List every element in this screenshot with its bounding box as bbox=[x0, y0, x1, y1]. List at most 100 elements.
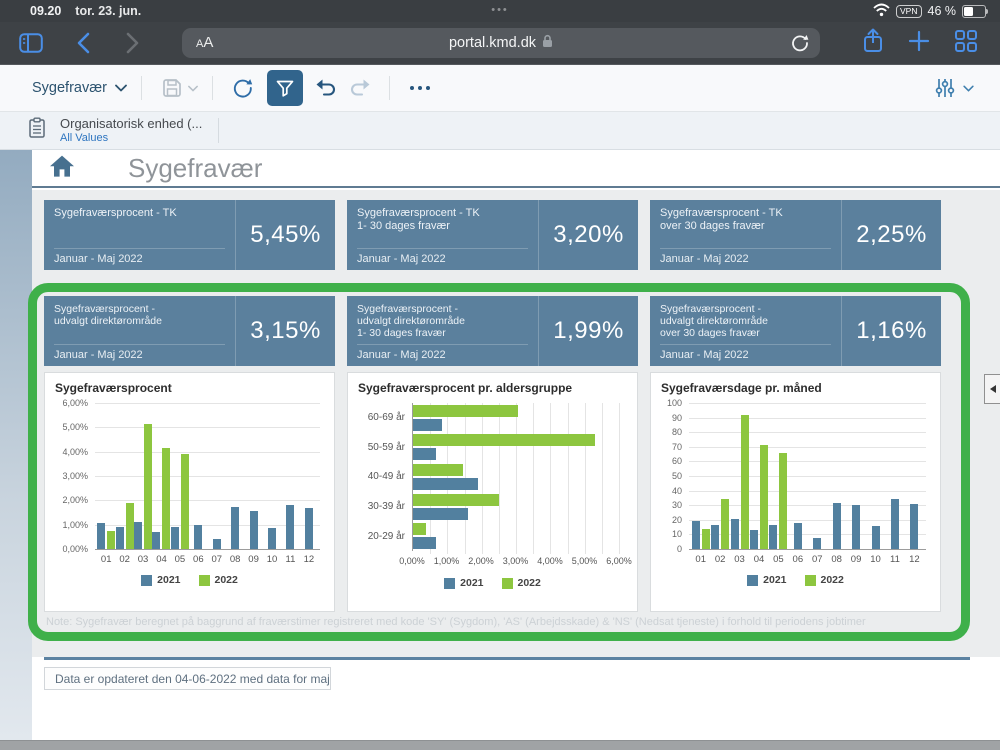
bar-2022[interactable] bbox=[701, 529, 710, 549]
gridline bbox=[689, 490, 926, 492]
legend-item-2021[interactable]: 2021 bbox=[141, 574, 181, 586]
bar-2022[interactable] bbox=[740, 414, 749, 549]
bar-2021[interactable] bbox=[910, 503, 919, 549]
refresh-icon bbox=[233, 79, 253, 98]
filter-org-enhed[interactable]: Organisatorisk enhed (... All Values bbox=[60, 116, 202, 145]
bar-2021[interactable] bbox=[231, 507, 240, 549]
bar-2022[interactable] bbox=[759, 444, 768, 549]
bar-2021[interactable] bbox=[413, 477, 479, 490]
bar-2022[interactable] bbox=[779, 452, 788, 549]
reader-aa-button[interactable]: AA bbox=[196, 34, 214, 51]
reload-button[interactable] bbox=[790, 33, 810, 53]
lock-icon bbox=[542, 34, 553, 52]
bar-2021[interactable] bbox=[871, 525, 880, 549]
bar-2021[interactable] bbox=[194, 524, 203, 549]
legend-item-2022[interactable]: 2022 bbox=[804, 574, 844, 586]
bar-2021[interactable] bbox=[413, 418, 443, 431]
bar-2022[interactable] bbox=[162, 448, 171, 549]
share-button[interactable] bbox=[862, 28, 884, 59]
bar-2021[interactable] bbox=[268, 528, 276, 549]
new-tab-button[interactable] bbox=[908, 30, 930, 57]
kpi-card[interactable]: Sygefraværsprocent - TK Januar - Maj 2022… bbox=[44, 200, 335, 270]
overflow-button[interactable] bbox=[409, 86, 430, 90]
gridline bbox=[95, 427, 320, 429]
legend-item-2022[interactable]: 2022 bbox=[501, 577, 541, 589]
bar-2021[interactable] bbox=[793, 522, 802, 549]
bar-2021[interactable] bbox=[97, 523, 106, 549]
bar-2021[interactable] bbox=[134, 521, 143, 549]
bar-2022[interactable] bbox=[413, 493, 499, 506]
save-button[interactable] bbox=[156, 72, 188, 104]
x-tick-label: 05 bbox=[773, 554, 784, 565]
kpi-title: Sygefraværsprocent - TK over 30 dages fr… bbox=[660, 207, 783, 232]
page-title-band: Sygefravær bbox=[32, 150, 1000, 188]
bar-2021[interactable] bbox=[852, 505, 861, 549]
legend-swatch-icon bbox=[747, 574, 759, 586]
panel-collapse-handle[interactable] bbox=[984, 374, 1000, 404]
bar-2021[interactable] bbox=[115, 526, 124, 549]
bar-2022[interactable] bbox=[413, 523, 427, 536]
bar-2021[interactable] bbox=[749, 530, 758, 549]
legend-item-2021[interactable]: 2021 bbox=[747, 574, 787, 586]
bar-2021[interactable] bbox=[286, 504, 295, 549]
bar-group bbox=[281, 403, 299, 549]
bar-2021[interactable] bbox=[769, 524, 778, 549]
bar-group bbox=[226, 403, 244, 549]
home-icon[interactable] bbox=[48, 154, 76, 183]
footnote: Note: Sygefravær beregnet på baggrund af… bbox=[46, 616, 866, 628]
view-settings-button[interactable] bbox=[935, 78, 974, 98]
bar-2021[interactable] bbox=[152, 531, 161, 549]
app-menu-dropdown[interactable]: Sygefravær bbox=[32, 80, 127, 96]
bar-2021[interactable] bbox=[730, 519, 739, 549]
bar-2021[interactable] bbox=[413, 448, 437, 461]
kpi-card-labels: Sygefraværsprocent - TK 1- 30 dages frav… bbox=[347, 200, 540, 270]
bar-2022[interactable] bbox=[144, 423, 153, 549]
y-tick-label: 60 bbox=[671, 456, 682, 467]
bar-2021[interactable] bbox=[170, 526, 179, 549]
bar-2021[interactable] bbox=[691, 520, 700, 549]
refresh-button[interactable] bbox=[227, 72, 259, 104]
kpi-period: Januar - Maj 2022 bbox=[54, 248, 226, 265]
kpi-card[interactable]: Sygefraværsprocent - udvalgt direktøromr… bbox=[347, 296, 638, 366]
bar-2022[interactable] bbox=[413, 463, 463, 476]
filter-button[interactable] bbox=[266, 70, 303, 106]
bar-2021[interactable] bbox=[832, 503, 841, 549]
bar-2022[interactable] bbox=[413, 404, 518, 417]
bar-2021[interactable] bbox=[413, 507, 468, 520]
gridline bbox=[619, 403, 620, 554]
bar-group bbox=[413, 463, 619, 490]
sidebar-toggle-button[interactable] bbox=[14, 26, 48, 60]
bar-2021[interactable] bbox=[304, 507, 313, 549]
legend-item-2022[interactable]: 2022 bbox=[198, 574, 238, 586]
bar-group bbox=[115, 403, 134, 549]
bar-2022[interactable] bbox=[413, 434, 595, 447]
kpi-card[interactable]: Sygefraværsprocent - udvalgt direktøromr… bbox=[44, 296, 335, 366]
bar-2021[interactable] bbox=[813, 538, 822, 549]
kpi-card[interactable]: Sygefraværsprocent - TK 1- 30 dages frav… bbox=[347, 200, 638, 270]
kpi-card[interactable]: Sygefraværsprocent - TK over 30 dages fr… bbox=[650, 200, 941, 270]
x-axis-labels: 01 02 03 04 05 06 07 08 09 10 11 12 bbox=[689, 550, 926, 565]
forward-button[interactable] bbox=[116, 26, 150, 60]
tab-overview-button[interactable] bbox=[954, 29, 978, 58]
bar-2022[interactable] bbox=[721, 499, 730, 549]
chevron-down-icon bbox=[963, 85, 974, 92]
back-button[interactable] bbox=[66, 26, 100, 60]
bar-2021[interactable] bbox=[711, 524, 720, 549]
save-chevron-icon[interactable] bbox=[188, 85, 198, 92]
bar-2022[interactable] bbox=[107, 530, 116, 549]
bar-2022[interactable] bbox=[125, 502, 134, 549]
kpi-period: Januar - Maj 2022 bbox=[660, 248, 832, 265]
bar-2022[interactable] bbox=[180, 454, 189, 549]
bar-2021[interactable] bbox=[413, 537, 437, 550]
bar-group bbox=[788, 403, 807, 549]
bar-2021[interactable] bbox=[212, 538, 221, 549]
legend-item-2021[interactable]: 2021 bbox=[444, 577, 484, 589]
bar-2021[interactable] bbox=[249, 510, 258, 549]
redo-button[interactable] bbox=[343, 72, 375, 104]
undo-button[interactable] bbox=[311, 72, 343, 104]
bar-2021[interactable] bbox=[890, 498, 899, 549]
address-bar[interactable]: AA portal.kmd.dk bbox=[182, 28, 820, 58]
kpi-card[interactable]: Sygefraværsprocent - udvalgt direktøromr… bbox=[650, 296, 941, 366]
y-tick-label: 20 bbox=[671, 514, 682, 525]
y-tick-label: 70 bbox=[671, 441, 682, 452]
